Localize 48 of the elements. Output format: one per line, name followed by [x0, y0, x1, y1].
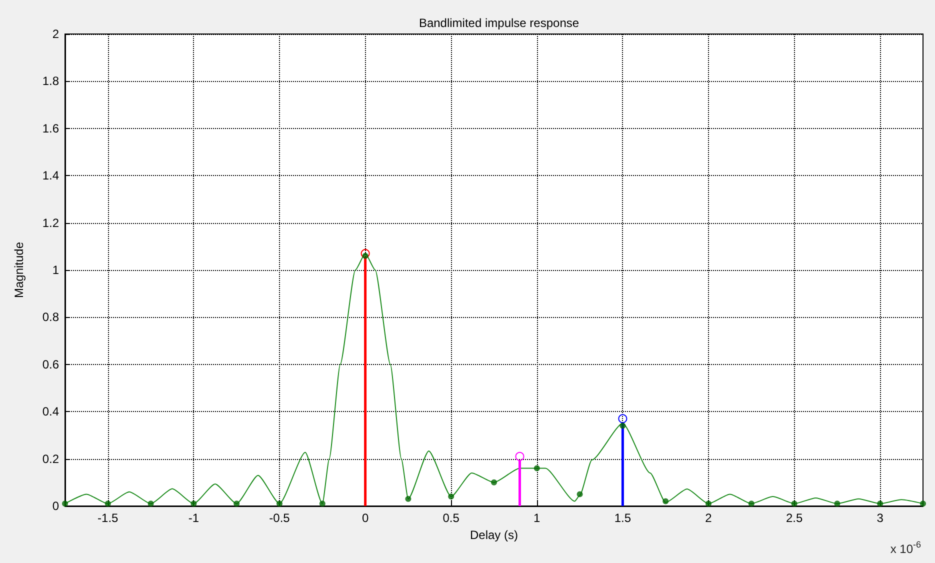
- y-tick-label: 1.4: [42, 168, 60, 183]
- point: [104, 500, 111, 507]
- x-tick-label: 3: [876, 511, 884, 525]
- chart-title: Bandlimited impulse response: [418, 16, 580, 30]
- point: [62, 500, 68, 507]
- x-tick-label: -1.5: [98, 511, 119, 525]
- point: [620, 422, 626, 429]
- point: [190, 500, 197, 507]
- y-tick-label: 0.8: [42, 310, 60, 324]
- point: [877, 500, 884, 507]
- point: [920, 500, 926, 507]
- y-tick-label: 0.2: [42, 452, 60, 466]
- point: [662, 498, 669, 504]
- x-tick-label: 0.5: [442, 511, 460, 525]
- y-axis-title: Magnitude: [12, 242, 26, 298]
- point: [534, 465, 540, 472]
- point: [405, 496, 412, 502]
- point: [834, 500, 840, 507]
- x-tick-label: 2: [705, 511, 712, 525]
- x-tick-label: -1: [188, 511, 200, 525]
- y-tick-label: 1.6: [42, 121, 60, 136]
- x-tick-label: 1: [534, 511, 541, 525]
- point: [618, 414, 628, 424]
- point: [360, 248, 370, 258]
- y-tick-label: 0.4: [42, 404, 60, 419]
- point: [491, 479, 497, 486]
- point: [576, 491, 583, 498]
- point: [276, 500, 282, 507]
- point: [515, 452, 524, 461]
- y-tick-label: 0: [52, 499, 60, 513]
- point: [362, 252, 368, 259]
- point: [706, 500, 712, 507]
- y-tick-label: 1: [52, 263, 60, 277]
- x-tick-label: 2.5: [786, 511, 803, 525]
- point: [148, 500, 154, 507]
- y-tick-label: 2: [52, 27, 60, 41]
- x-tick-label: -0.5: [269, 511, 290, 525]
- point: [448, 494, 454, 500]
- point: [319, 500, 326, 507]
- x-axis-title: Delay (s): [470, 528, 518, 542]
- point: [791, 500, 798, 507]
- y-tick-label: 1.2: [42, 216, 60, 230]
- point: [748, 500, 754, 507]
- x-tick-label: 1.5: [614, 511, 632, 525]
- point: [234, 500, 240, 507]
- y-tick-label: 1.8: [42, 74, 60, 88]
- x-tick-label: 0: [362, 511, 369, 525]
- y-tick-label: 0.6: [42, 357, 60, 372]
